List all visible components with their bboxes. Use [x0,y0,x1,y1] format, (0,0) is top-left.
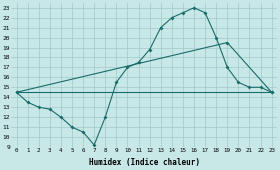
X-axis label: Humidex (Indice chaleur): Humidex (Indice chaleur) [88,158,200,167]
